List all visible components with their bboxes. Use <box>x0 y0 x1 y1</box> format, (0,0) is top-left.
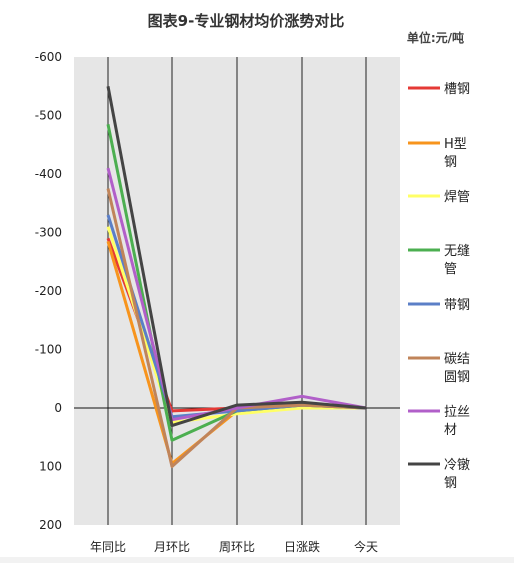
legend-label-1: 槽钢 <box>444 82 470 97</box>
y-tick-label: -600 <box>35 50 62 64</box>
y-tick-label: -400 <box>35 167 62 181</box>
legend-label-2: H型钢 <box>444 137 467 170</box>
legend-label-3: 焊管 <box>444 189 470 205</box>
y-tick-label: -500 <box>35 109 62 123</box>
legend-label-5: 带钢 <box>444 298 470 313</box>
y-tick-label: -200 <box>35 284 62 298</box>
y-tick-label: -100 <box>35 343 62 357</box>
legend-label-6: 碳结圆钢 <box>444 352 470 385</box>
x-tick-label: 年同比 <box>90 540 126 554</box>
y-tick-label: 200 <box>39 518 62 532</box>
series-line-8 <box>106 86 367 428</box>
x-tick-label: 今天 <box>354 539 378 554</box>
y-axis-ticks: -600 -500 -400 -300 -200 -100 0 100 200 <box>35 50 62 532</box>
gridlines <box>107 57 367 525</box>
x-tick-label: 日涨跌 <box>284 539 320 554</box>
legend-label-8: 冷镦钢 <box>444 457 470 491</box>
x-tick-label: 周环比 <box>219 540 255 554</box>
unit-label: 单位:元/吨 <box>407 30 464 45</box>
y-tick-label: -300 <box>35 226 62 240</box>
legend-label-7: 拉丝材 <box>444 405 470 438</box>
y-tick-label: 0 <box>54 401 62 415</box>
x-tick-label: 月环比 <box>154 540 190 554</box>
series-line-7 <box>106 167 367 422</box>
chart-title: 图表9-专业钢材均价涨势对比 <box>148 12 345 30</box>
series-line-3 <box>106 226 366 425</box>
x-axis-ticks: 年同比 月环比 周环比 日涨跌 今天 <box>90 539 378 554</box>
bottom-strip <box>0 557 514 563</box>
series-lines <box>106 86 367 468</box>
y-tick-label: 100 <box>39 460 62 474</box>
legend-label-4: 无缝管 <box>444 244 470 277</box>
